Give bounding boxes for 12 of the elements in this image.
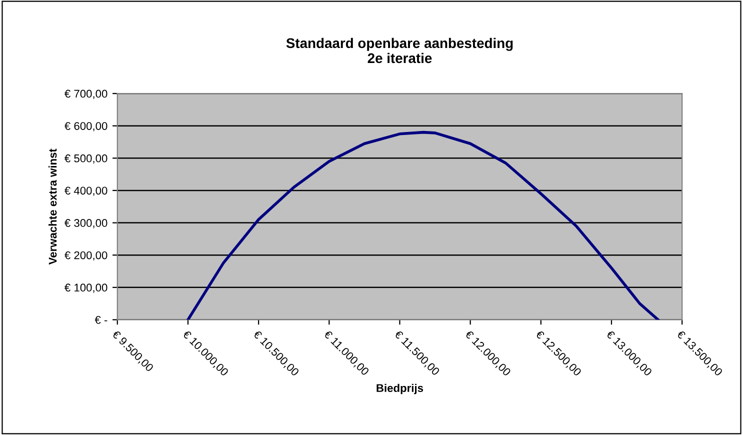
line-series [186,130,660,320]
y-tick-label: € - [94,316,108,324]
y-tick-label: € 200,00 [64,251,108,261]
y-axis-title: Verwachte extra winst [48,148,57,265]
y-tick-label: € 100,00 [64,284,108,293]
y-tick-label: € 600,00 [64,122,108,132]
y-tick-label: € 700,00 [64,90,108,99]
y-tick-label: € 500,00 [64,154,108,164]
chart-title: Standaard openbare aanbesteding 2e iteratie [286,38,513,64]
y-tick-label: € 400,00 [64,186,108,196]
y-tick-label: € 300,00 [64,219,108,228]
x-axis-title: Biedprijs [376,384,424,394]
